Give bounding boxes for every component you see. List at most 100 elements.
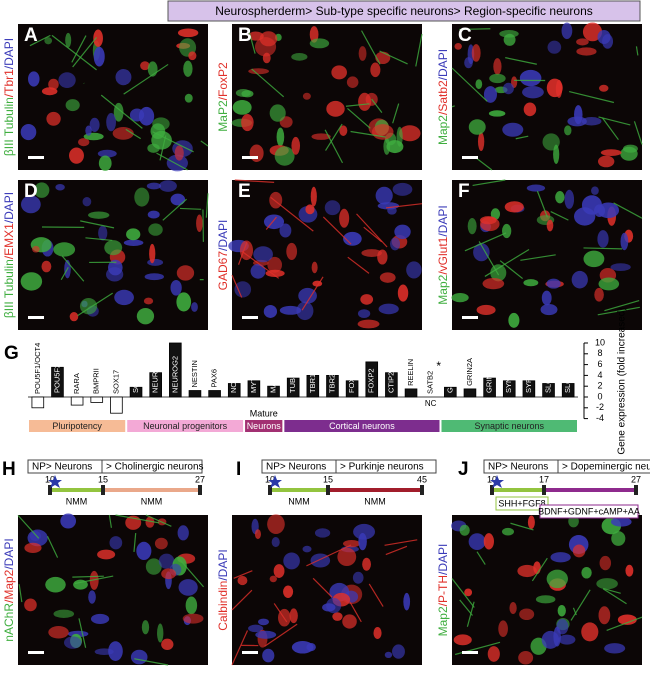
cell [597, 30, 611, 45]
micrograph [18, 24, 209, 172]
neurite [179, 207, 202, 210]
y-tick-label: 6 [597, 359, 602, 369]
cell [250, 263, 266, 279]
neurite [379, 50, 408, 65]
cell [130, 649, 148, 665]
cell [361, 249, 382, 257]
cell [378, 303, 399, 315]
neurite [604, 299, 640, 312]
gene-label: NEUROG2 [170, 356, 179, 393]
cell [371, 124, 394, 140]
cell [523, 102, 537, 117]
stain-name: nAChR [2, 603, 16, 642]
neurite [60, 267, 69, 281]
neurite [601, 117, 619, 141]
cell [599, 84, 609, 92]
bar [404, 388, 418, 398]
bar [31, 396, 45, 409]
cell [262, 52, 271, 64]
bar [522, 380, 536, 398]
neurite [77, 292, 113, 317]
bar [561, 383, 575, 398]
cell [149, 243, 156, 264]
cell [556, 619, 569, 635]
neurite [451, 67, 488, 102]
cell [28, 71, 40, 87]
stain-name: /FoxP2 [216, 62, 230, 100]
target-text: > Cholinergic neurons [106, 462, 204, 473]
bar [247, 380, 261, 398]
bar [345, 380, 359, 398]
gene-label: SOX17 [111, 370, 120, 394]
cell [311, 133, 331, 140]
stage-text: NP> Neurons [266, 462, 326, 473]
cell [309, 26, 319, 43]
neurite [231, 630, 249, 666]
neurite [415, 33, 423, 67]
stain-name: GAD67 [216, 251, 230, 291]
cell [339, 125, 348, 136]
cell [45, 576, 66, 593]
neurite [356, 213, 388, 248]
target-box [557, 459, 650, 474]
cell [386, 140, 404, 154]
cell [234, 281, 252, 298]
target-text: > Purkinje neurons [340, 462, 424, 473]
neurite [368, 583, 384, 607]
day-tick [542, 485, 546, 495]
cell [326, 597, 342, 614]
neurite [505, 57, 537, 65]
cell [467, 217, 477, 235]
cell [141, 620, 150, 635]
cell [44, 37, 53, 45]
cell [522, 86, 544, 99]
neurite [515, 135, 529, 140]
stain-name: /Tbr1 [2, 69, 16, 97]
cell [581, 566, 592, 579]
cell [310, 186, 317, 207]
cell [106, 112, 117, 132]
cell [547, 40, 562, 54]
cell [360, 294, 374, 305]
gene-label: SLC17A6 [544, 361, 553, 393]
cell [487, 646, 500, 662]
cell [468, 119, 486, 135]
cell [561, 22, 573, 40]
neurite [306, 544, 352, 567]
neurite [475, 157, 493, 171]
bar [90, 396, 104, 403]
neurite [510, 522, 534, 531]
neurite [200, 140, 209, 147]
cell [482, 277, 505, 290]
bar [326, 374, 339, 398]
scale-bar [28, 316, 44, 319]
cell [276, 127, 285, 147]
neurite [270, 196, 314, 232]
group-label: Neurons [247, 421, 282, 431]
header-box [167, 0, 641, 22]
cell [269, 104, 286, 122]
cell [237, 575, 248, 586]
day-tick [101, 485, 105, 495]
neurite [123, 63, 169, 95]
cell [239, 240, 254, 261]
cell [109, 536, 123, 550]
cell [576, 38, 589, 46]
cell [98, 155, 112, 171]
panel-letter: C [458, 25, 472, 46]
cell [123, 239, 144, 247]
neurite [241, 250, 280, 279]
cell [97, 149, 117, 158]
cell [41, 87, 58, 96]
cell [362, 557, 371, 571]
gene-label: SLC17A7 [563, 361, 572, 393]
cell [343, 539, 361, 548]
cell [48, 78, 59, 90]
bar [267, 385, 280, 398]
bar [208, 390, 221, 398]
neurite [115, 514, 160, 524]
cell [145, 516, 155, 528]
cell [598, 277, 620, 291]
cell [599, 555, 612, 571]
y-tick-label: 4 [597, 370, 602, 380]
